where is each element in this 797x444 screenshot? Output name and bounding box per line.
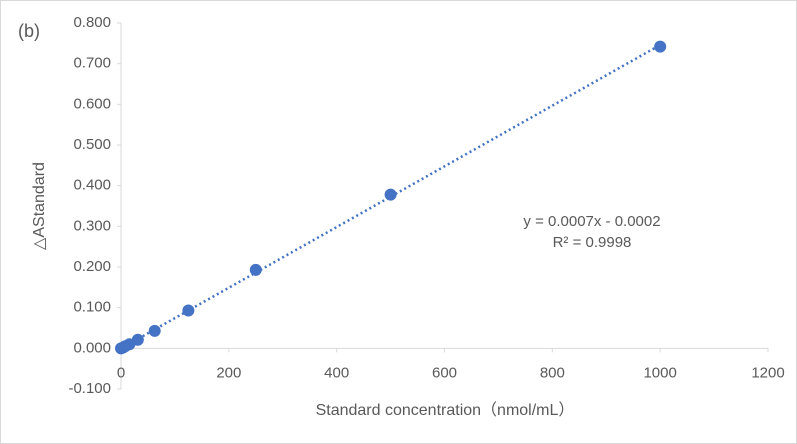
x-tick-label: 400 <box>324 364 349 381</box>
x-tick-label: 0 <box>117 364 125 381</box>
r-squared: R² = 0.9998 <box>553 234 632 251</box>
y-tick-label: 0.500 <box>73 136 111 153</box>
panel-label: (b) <box>18 21 40 41</box>
trendline <box>120 43 661 350</box>
y-axis-label: △AStandard <box>31 162 48 250</box>
y-tick-label: 0.100 <box>73 299 111 316</box>
data-point <box>384 188 397 201</box>
y-tick-label: 0.000 <box>73 339 111 356</box>
x-tick-label: 800 <box>540 364 565 381</box>
y-tick-label: 0.300 <box>73 217 111 234</box>
x-axis-label: Standard concentration（nmol/mL） <box>316 401 575 419</box>
y-tick-label: 0.700 <box>73 55 111 72</box>
equation: y = 0.0007x - 0.0002 <box>523 213 660 230</box>
y-tick-label: 0.800 <box>73 14 111 31</box>
y-tick-label: 0.600 <box>73 95 111 112</box>
x-tick-label: 200 <box>216 364 241 381</box>
y-tick-label: 0.200 <box>73 258 111 275</box>
data-point <box>249 263 262 276</box>
x-tick-label: 1000 <box>643 364 676 381</box>
data-point <box>182 304 195 317</box>
data-point <box>131 333 144 346</box>
x-tick-label: 1200 <box>751 364 784 381</box>
data-point <box>148 324 161 337</box>
y-tick-label: 0.400 <box>73 177 111 194</box>
x-tick-label: 600 <box>432 364 457 381</box>
data-point <box>654 40 667 53</box>
y-tick-label: -0.100 <box>68 380 111 397</box>
